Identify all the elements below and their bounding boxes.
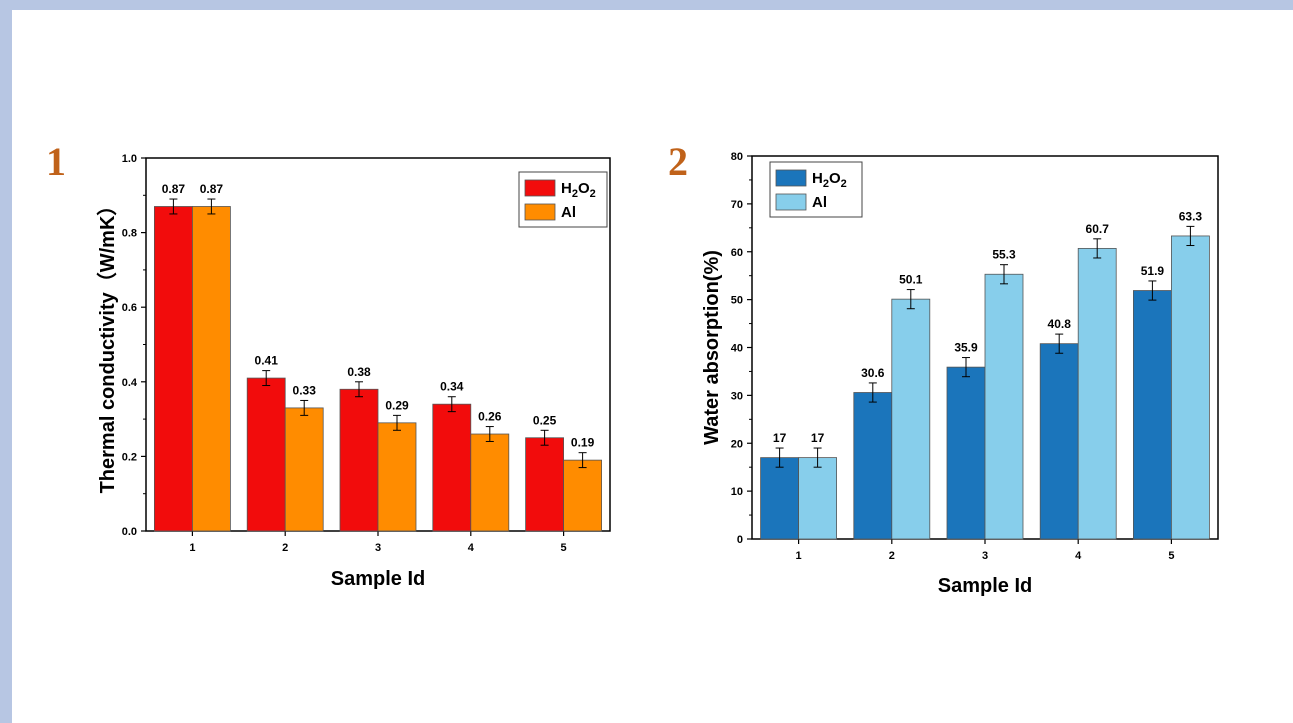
x-tick-label: 5 (1168, 550, 1174, 562)
data-label: 0.38 (347, 365, 371, 379)
bar-h2o2-4 (432, 403, 472, 532)
x-tick-label: 3 (982, 550, 988, 562)
data-label: 0.87 (200, 182, 224, 196)
bar-al-1 (191, 206, 231, 532)
bar-al-4 (1077, 247, 1117, 540)
data-label: 40.8 (1048, 317, 1072, 331)
x-tick-label: 4 (1075, 550, 1082, 562)
legend-swatch (524, 179, 556, 197)
bar-h2o2-5 (1133, 290, 1172, 540)
x-tick-label: 2 (889, 550, 895, 562)
data-label: 0.87 (162, 182, 186, 196)
y-tick-label: 60 (731, 247, 743, 259)
legend-text-part: Al (561, 204, 576, 221)
legend-text-part: Al (812, 194, 827, 211)
legend-text-part: O (829, 170, 841, 187)
data-label: 0.26 (478, 410, 502, 424)
data-label: 17 (811, 431, 825, 445)
bar-al-4 (470, 433, 510, 532)
legend-label: Al (812, 194, 827, 211)
bar-h2o2-2 (853, 392, 893, 540)
bar-h2o2-4 (1039, 343, 1079, 540)
legend-label: Al (561, 204, 576, 221)
bar-h2o2-1 (153, 206, 193, 532)
legend-label: H2O2 (812, 170, 847, 190)
bar-h2o2-5 (525, 437, 564, 532)
y-tick-label: 0 (737, 534, 743, 546)
x-tick-label: 5 (561, 542, 567, 554)
data-label: 0.41 (255, 354, 279, 368)
legend-text-part: H (812, 170, 823, 187)
legend-swatch (775, 169, 807, 187)
x-axis-title: Sample Id (331, 568, 425, 590)
y-axis-title: Thermal conductivity（W/mK） (96, 196, 119, 494)
bar-al-5 (563, 459, 602, 532)
data-label: 0.29 (385, 398, 409, 412)
data-label: 0.19 (571, 436, 595, 450)
x-tick-label: 1 (189, 542, 195, 554)
bar-al-3 (984, 273, 1024, 540)
y-tick-label: 0.8 (122, 228, 137, 240)
legend-subscript: 2 (841, 178, 847, 190)
panel-label-1: 1 (46, 139, 66, 184)
legend-subscript: 2 (823, 178, 829, 190)
y-tick-label: 0.4 (122, 377, 138, 389)
x-tick-label: 3 (375, 542, 381, 554)
data-label: 35.9 (954, 341, 978, 355)
y-tick-label: 20 (731, 438, 743, 450)
legend-subscript: 2 (572, 188, 578, 200)
data-label: 0.33 (293, 383, 317, 397)
y-tick-label: 30 (731, 390, 743, 402)
x-tick-label: 4 (468, 542, 475, 554)
data-label: 0.25 (533, 413, 557, 427)
x-tick-label: 1 (796, 550, 802, 562)
y-tick-label: 80 (731, 151, 743, 163)
y-tick-label: 1.0 (122, 153, 137, 165)
data-label: 17 (773, 431, 787, 445)
bar-h2o2-3 (339, 388, 379, 532)
bar-h2o2-2 (246, 377, 286, 532)
y-tick-label: 70 (731, 199, 743, 211)
y-tick-label: 0.2 (122, 451, 137, 463)
legend-swatch (524, 203, 556, 221)
data-label: 60.7 (1086, 222, 1110, 236)
data-label: 55.3 (992, 248, 1016, 262)
y-tick-label: 0.6 (122, 302, 137, 314)
chart-panel-2: 0 10 20 30 40 50 60 70 80 1 17 17 2 30.6 50.1 3 35.9 55.3… (701, 151, 1219, 597)
data-label: 0.34 (440, 380, 464, 394)
bar-h2o2-1 (760, 457, 799, 540)
legend-subscript: 2 (590, 188, 596, 200)
y-tick-label: 0.0 (122, 526, 137, 538)
legend-swatch (775, 193, 807, 211)
bar-al-2 (284, 407, 324, 532)
bar-al-1 (798, 457, 837, 540)
data-label: 30.6 (861, 366, 885, 380)
chart-panel-1: 0.0 0.2 0.4 0.6 0.8 1.0 1 0.87 0.87 2 0.41 0.33 3 0.3… (96, 153, 611, 590)
x-tick-label: 2 (282, 542, 288, 554)
data-label: 63.3 (1179, 209, 1203, 223)
y-axis-title: Water absorption(%) (701, 250, 723, 445)
legend-text-part: H (561, 180, 572, 197)
bar-al-3 (377, 422, 417, 532)
legend-label: H2O2 (561, 180, 596, 200)
y-tick-label: 10 (731, 486, 743, 498)
panel-label-2: 2 (668, 139, 688, 184)
bar-al-5 (1171, 235, 1210, 540)
y-tick-label: 50 (731, 295, 743, 307)
y-tick-label: 40 (731, 343, 743, 355)
legend-text-part: O (578, 180, 590, 197)
x-axis-title: Sample Id (938, 575, 1032, 597)
data-label: 51.9 (1141, 264, 1165, 278)
bar-h2o2-3 (946, 366, 986, 540)
data-label: 50.1 (899, 273, 923, 287)
bar-al-2 (891, 298, 931, 540)
